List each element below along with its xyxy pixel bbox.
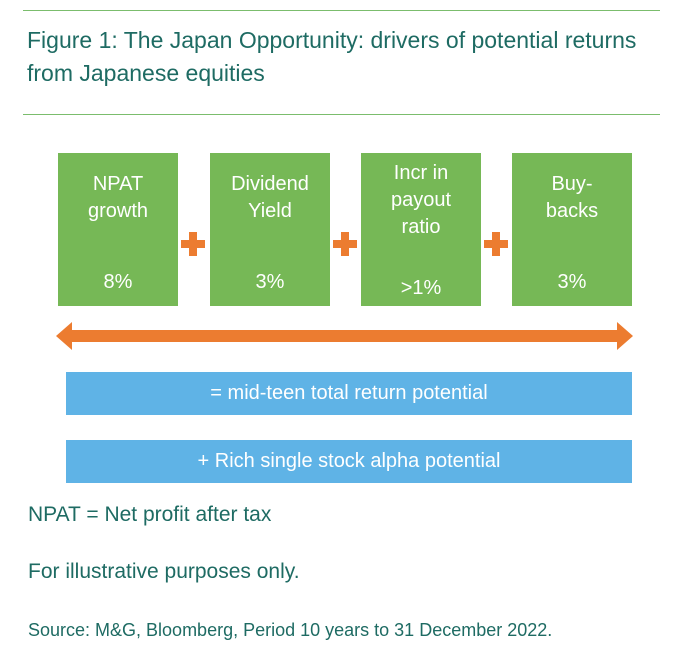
plus-icon xyxy=(333,232,357,256)
illustrative-note: For illustrative purposes only. xyxy=(28,560,300,583)
driver-label: Incr in payout ratio xyxy=(390,162,452,238)
title-divider xyxy=(23,114,660,115)
driver-value: 3% xyxy=(255,271,285,293)
driver-value: 3% xyxy=(557,271,587,293)
plus-icon xyxy=(181,232,205,256)
total-return-bar: = mid-teen total return potential xyxy=(66,372,632,415)
figure-title: Figure 1: The Japan Opportunity: drivers… xyxy=(27,27,637,86)
double-headed-arrow-icon xyxy=(56,322,633,350)
driver-value: 8% xyxy=(103,271,133,293)
npat-definition-note: NPAT = Net profit after tax xyxy=(28,503,272,526)
driver-box-npat-growth: NPAT growth 8% xyxy=(58,153,178,306)
driver-label: Buy- backs xyxy=(545,173,599,222)
plus-icon xyxy=(484,232,508,256)
source-note: Source: M&G, Bloomberg, Period 10 years … xyxy=(28,620,553,640)
driver-box-buybacks: Buy- backs 3% xyxy=(512,153,632,306)
top-divider xyxy=(23,10,660,11)
driver-label: Dividend Yield xyxy=(231,173,309,222)
driver-label: NPAT growth xyxy=(87,173,149,222)
alpha-potential-bar: + Rich single stock alpha potential xyxy=(66,440,632,483)
driver-box-dividend-yield: Dividend Yield 3% xyxy=(210,153,330,306)
driver-box-payout-ratio: Incr in payout ratio >1% xyxy=(361,153,481,306)
driver-value: >1% xyxy=(400,277,442,299)
